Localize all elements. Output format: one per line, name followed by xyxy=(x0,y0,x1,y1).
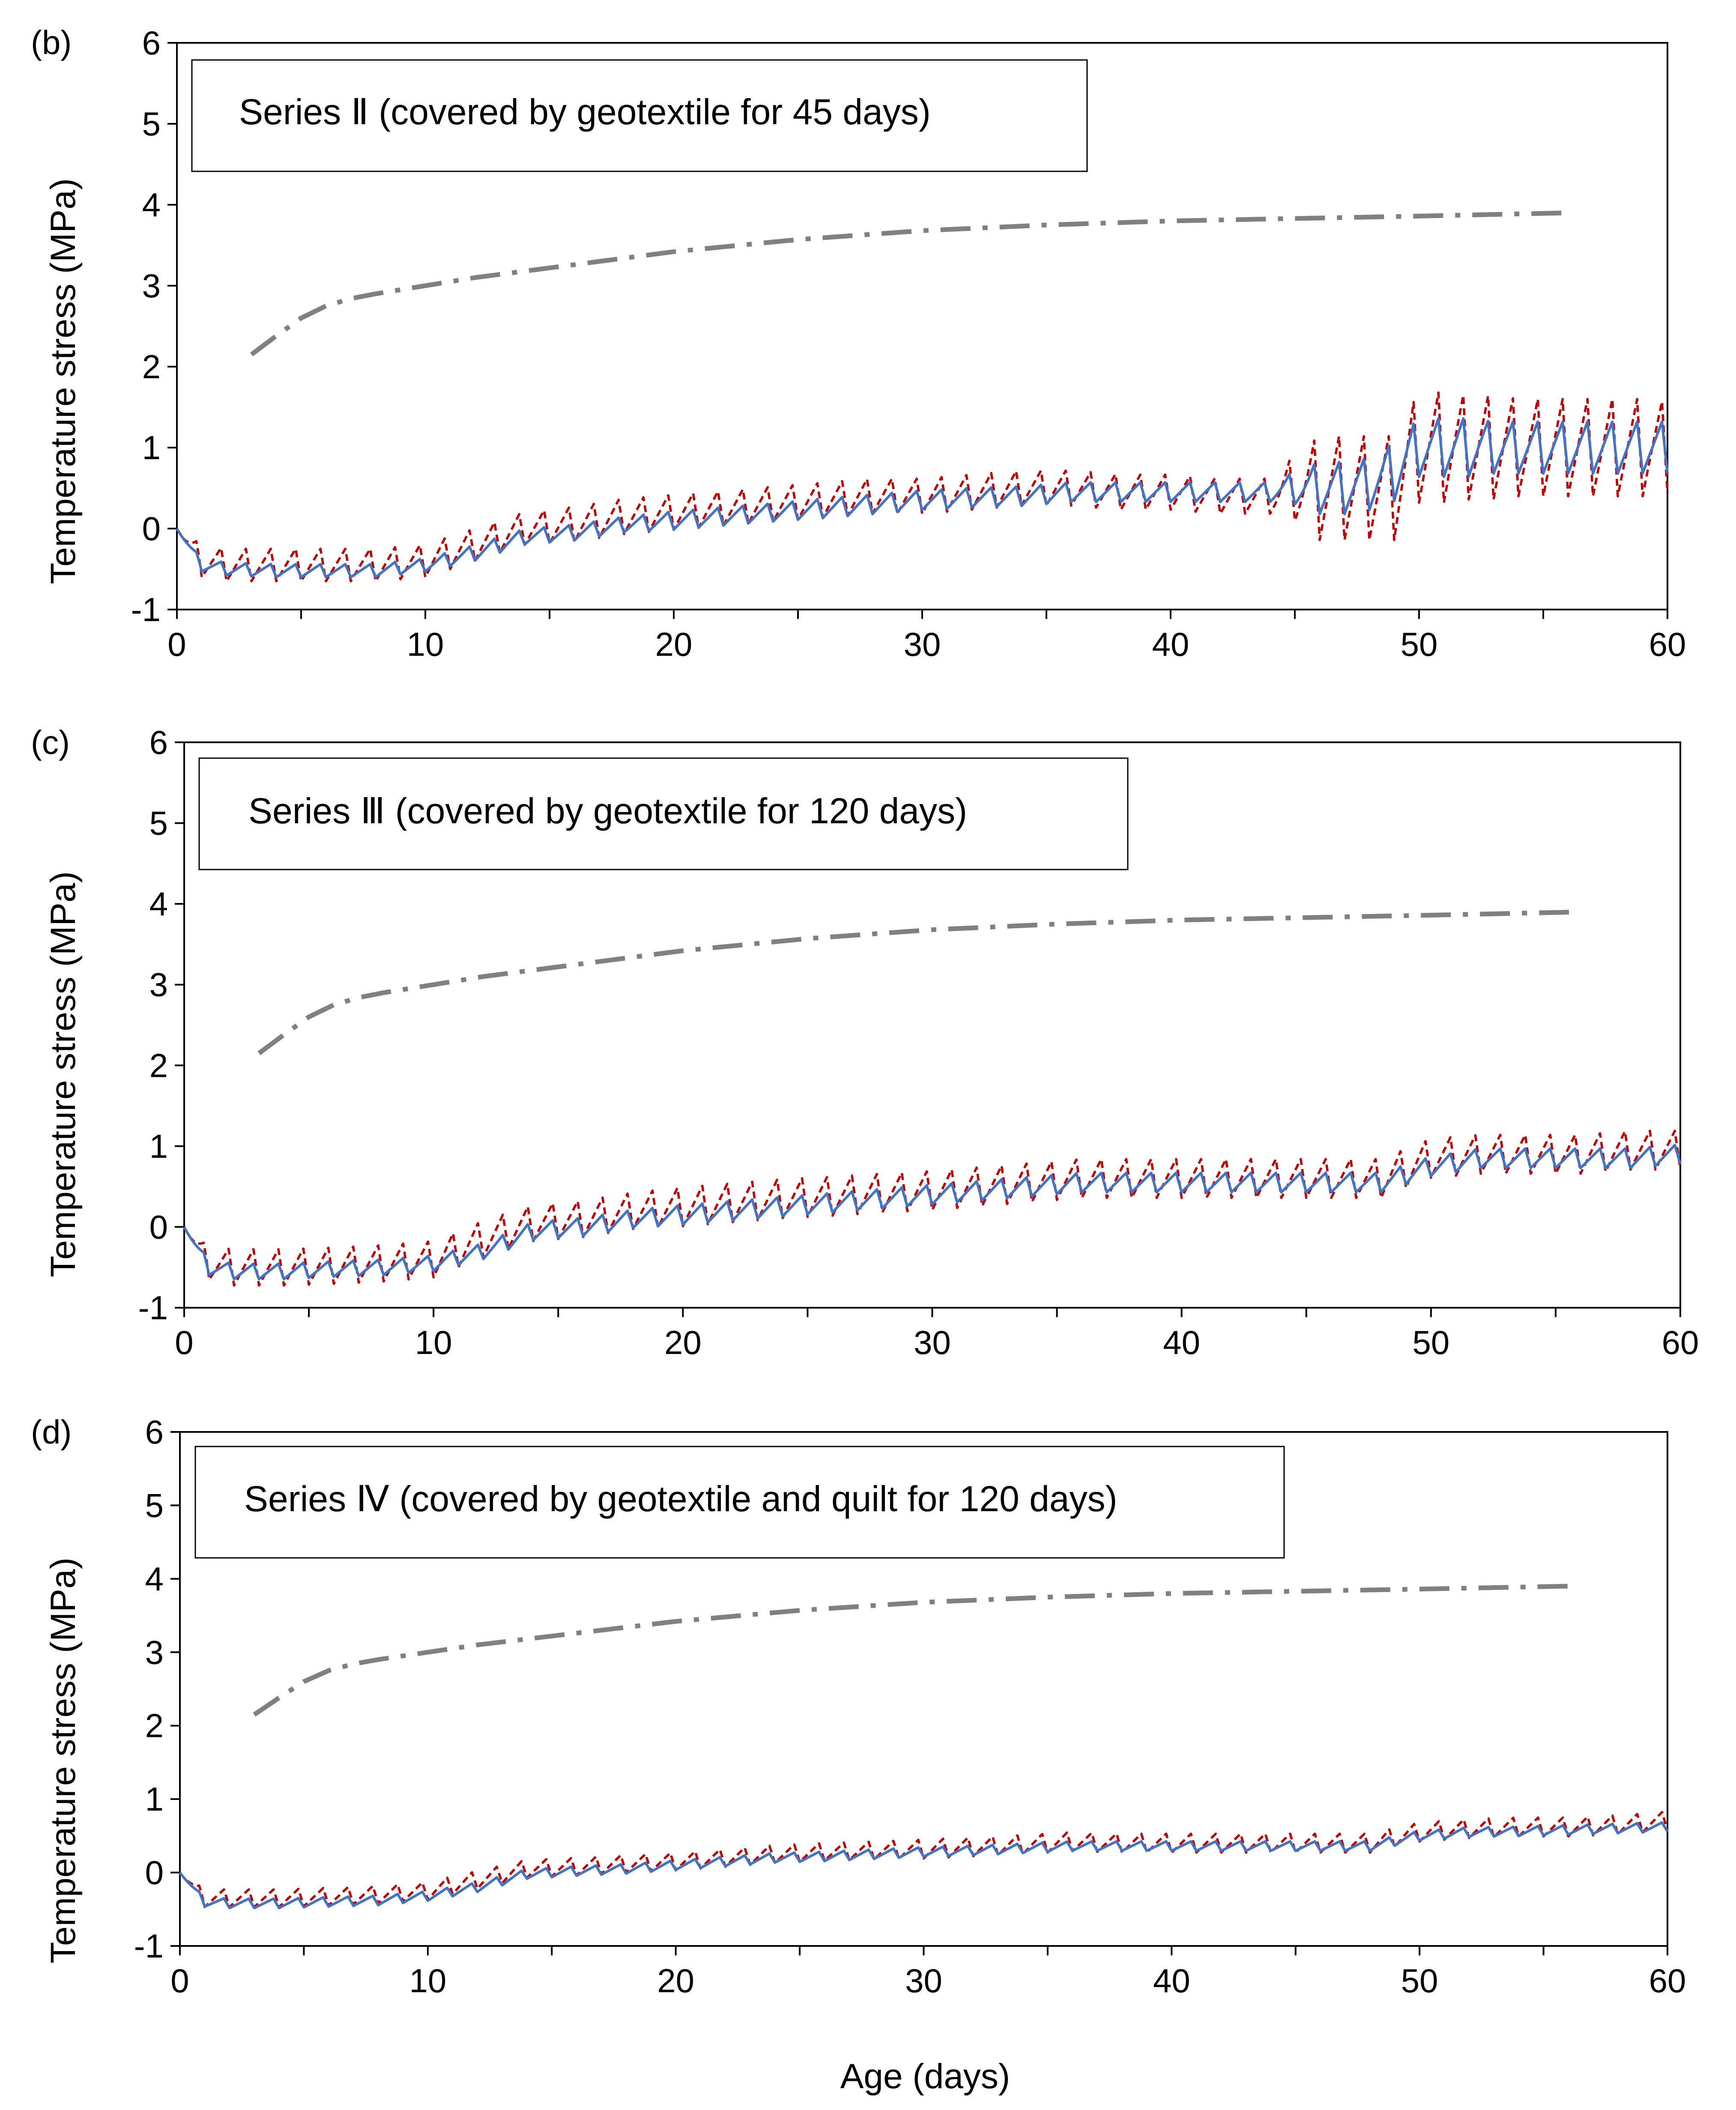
x-tick-label: 60 xyxy=(1662,1324,1699,1361)
series-line-tensile-strength xyxy=(250,210,1569,357)
y-tick-label: 1 xyxy=(142,429,161,466)
y-tick-label: 4 xyxy=(145,1560,164,1598)
x-tick-label: 50 xyxy=(1412,1324,1449,1361)
y-tick-label: 3 xyxy=(142,267,161,305)
y-tick-label: 0 xyxy=(142,510,161,547)
y-tick-label: 2 xyxy=(145,1707,164,1745)
panel-label: (c) xyxy=(31,723,70,761)
x-tick-label: 0 xyxy=(170,1962,189,1999)
y-tick-label: 2 xyxy=(142,348,161,386)
y-tick-label: 0 xyxy=(145,1854,164,1892)
y-tick-label: 5 xyxy=(142,105,161,143)
x-tick-label: 0 xyxy=(175,1324,193,1361)
x-tick-label: 10 xyxy=(409,1962,446,1999)
x-tick-label: 20 xyxy=(655,625,693,663)
x-tick-label: 20 xyxy=(664,1324,702,1361)
y-tick-label: 6 xyxy=(145,1413,164,1451)
series-line-tensile-strength xyxy=(253,1584,1569,1717)
x-axis-title: Age (days) xyxy=(840,2057,1010,2096)
y-tick-label: -1 xyxy=(131,591,161,628)
y-tick-label: 0 xyxy=(149,1208,168,1246)
y-tick-label: 1 xyxy=(145,1780,164,1818)
legend-title: Series Ⅳ (covered by geotextile and quil… xyxy=(244,1479,1117,1519)
y-tick-label: 6 xyxy=(142,24,161,62)
legend-box xyxy=(191,59,1088,172)
legend-box xyxy=(194,1446,1285,1559)
y-tick-label: 4 xyxy=(149,885,168,923)
y-tick-label: 5 xyxy=(145,1486,164,1524)
x-tick-label: 40 xyxy=(1152,625,1189,663)
y-tick-label: -1 xyxy=(134,1927,164,1965)
x-tick-label: 10 xyxy=(415,1324,452,1361)
y-tick-label: 6 xyxy=(149,723,168,761)
y-tick-label: 5 xyxy=(149,804,168,842)
x-tick-label: 50 xyxy=(1401,625,1438,663)
y-tick-label: 3 xyxy=(145,1633,164,1671)
y-axis-title: Temperature stress (MPa) xyxy=(44,1557,83,1964)
x-tick-label: 0 xyxy=(167,625,186,663)
x-tick-label: 60 xyxy=(1649,625,1686,663)
y-tick-label: 4 xyxy=(142,186,161,224)
series-line-surface-stress xyxy=(179,1811,1669,1908)
y-tick-label: 1 xyxy=(149,1127,168,1165)
legend-title: Series Ⅲ (covered by geotextile for 120 … xyxy=(248,791,967,831)
x-tick-label: 40 xyxy=(1163,1324,1200,1361)
x-tick-label: 40 xyxy=(1153,1962,1190,1999)
series-line-inner-stress xyxy=(176,417,1669,579)
y-tick-label: 2 xyxy=(149,1046,168,1084)
y-tick-label: 3 xyxy=(149,966,168,1004)
panel-label: (b) xyxy=(31,24,72,61)
series-line-surface-stress xyxy=(176,391,1669,583)
x-tick-label: 30 xyxy=(905,1962,942,1999)
x-tick-label: 10 xyxy=(407,625,444,663)
x-tick-label: 30 xyxy=(914,1324,951,1361)
series-line-surface-stress xyxy=(183,1130,1682,1287)
legend-box xyxy=(198,757,1129,870)
y-axis-title: Temperature stress (MPa) xyxy=(44,871,83,1277)
series-line-inner-stress xyxy=(183,1144,1682,1281)
legend-title: Series Ⅱ (covered by geotextile for 45 d… xyxy=(239,92,931,132)
series-line-tensile-strength xyxy=(257,909,1581,1055)
series-line-inner-stress xyxy=(179,1821,1669,1910)
y-axis-title: Temperature stress (MPa) xyxy=(44,178,83,584)
x-tick-label: 60 xyxy=(1649,1962,1686,1999)
panel-label: (d) xyxy=(31,1413,72,1451)
x-tick-label: 50 xyxy=(1401,1962,1438,1999)
y-tick-label: -1 xyxy=(138,1289,168,1327)
x-tick-label: 20 xyxy=(657,1962,694,1999)
x-tick-label: 30 xyxy=(904,625,941,663)
